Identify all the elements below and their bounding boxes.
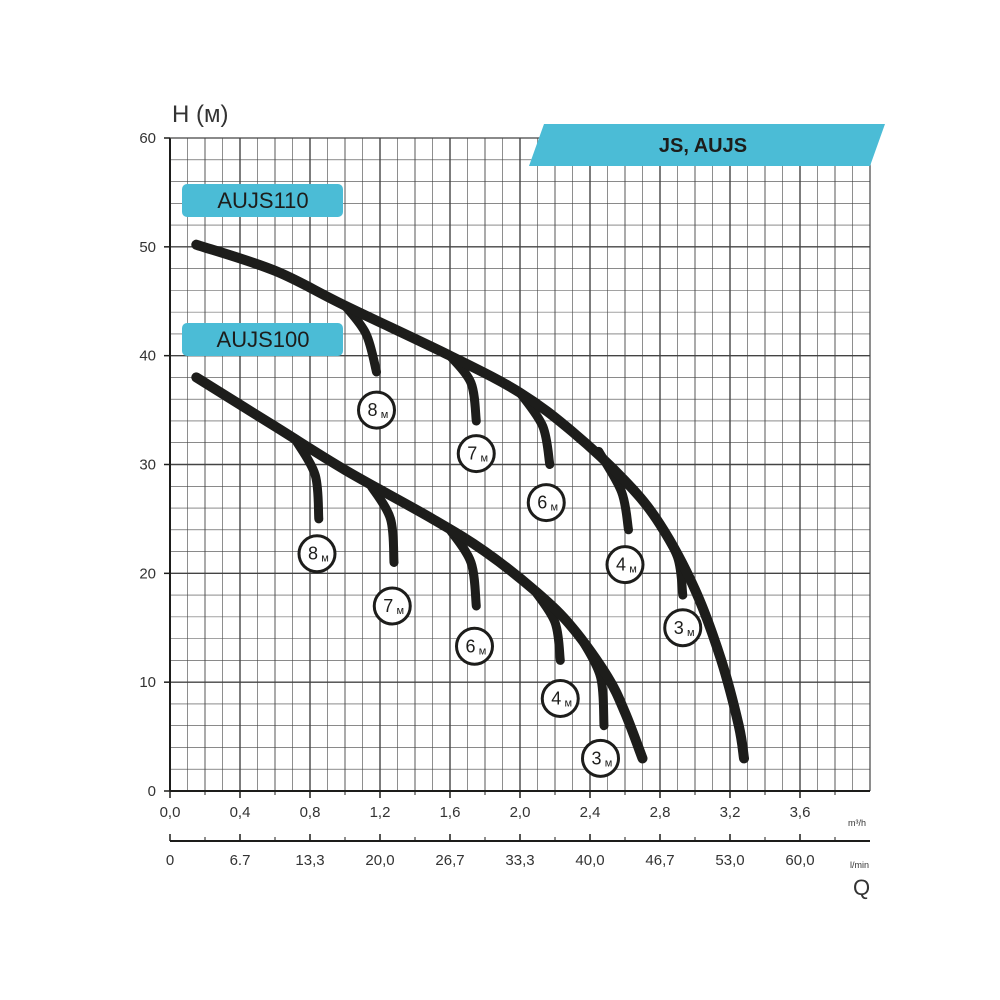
branch-marker-label: 4 — [616, 555, 626, 575]
x-tick-label-top: 1,6 — [440, 804, 461, 821]
branch-marker-circle — [372, 586, 412, 626]
x-tick-labels-top: 0,0 0,4 0,8 1,2 1,6 2,0 2,4 2,8 3,2 3,6 — [160, 791, 836, 821]
y-tick-label: 0 — [148, 783, 156, 800]
x-tick-label-bottom: 33,3 — [505, 852, 534, 869]
branch-marker-label: 3 — [591, 748, 601, 768]
branch-marker-unit: м — [687, 627, 695, 639]
x-tick-label-top: 0,4 — [230, 804, 251, 821]
x-unit-bottom: l/min — [850, 860, 869, 870]
x-tick-label-bottom: 26,7 — [435, 852, 464, 869]
branch-marker-label: 6 — [465, 636, 475, 656]
branch-marker-circle — [455, 626, 494, 666]
y-axis-title: H (м) — [172, 101, 228, 128]
x-tick-label-bottom: 46,7 — [645, 852, 674, 869]
x-tick-label-top: 3,6 — [790, 804, 811, 821]
branch-marker-unit: м — [480, 453, 488, 465]
branch-marker-circle — [581, 738, 620, 778]
banner-title: JS, AUJS — [659, 135, 747, 157]
branch-marker-unit: м — [550, 502, 558, 514]
x-tick-label-bottom: 40,0 — [575, 852, 604, 869]
branch-marker-unit: м — [381, 409, 389, 421]
y-tick-label: 60 — [139, 130, 156, 147]
branch-marker-circle — [357, 390, 396, 430]
series-tag-aujs110-bg — [182, 184, 343, 217]
branch-marker-label: 6 — [537, 493, 547, 513]
branch-marker-label: 8 — [308, 544, 318, 564]
y-tick-label: 30 — [139, 457, 156, 474]
x-tick-label-top: 2,4 — [580, 804, 601, 821]
x-unit-top: m³/h — [848, 818, 866, 828]
x-tick-labels-bottom: 0 6.7 13,3 20,0 26,7 33,3 40,0 46,7 53,0 60,0 — [166, 834, 836, 869]
branch-marker-circle — [456, 434, 496, 474]
branch-marker-label: 3 — [674, 618, 684, 638]
branch-marker-circle — [605, 545, 645, 585]
branch-marker-circle — [540, 678, 580, 718]
x-tick-label-top: 0,8 — [300, 804, 321, 821]
branch-marker-circle — [526, 483, 566, 523]
series-tag-aujs100: AUJS100 — [182, 323, 343, 356]
branch-marker-unit: м — [605, 757, 613, 769]
x-tick-label-bottom: 20,0 — [365, 852, 394, 869]
y-tick-label: 20 — [139, 565, 156, 582]
branch-marker-label: 8 — [367, 400, 377, 420]
branch-marker-label: 4 — [551, 688, 561, 708]
series-tag-aujs100-bg — [182, 323, 343, 356]
branch-marker-unit: м — [396, 605, 404, 617]
main-curve-aujs110 — [191, 239, 749, 764]
x-tick-label-bottom: 60,0 — [785, 852, 814, 869]
x-tick-label-bottom: 13,3 — [295, 852, 324, 869]
y-tick-label: 50 — [139, 239, 156, 256]
branch-marker-unit: м — [629, 564, 637, 576]
series-tag-aujs110-label: AUJS110 — [217, 188, 308, 213]
x-tick-label-bottom: 53,0 — [715, 852, 744, 869]
y-tick-label: 10 — [139, 674, 156, 691]
curves — [191, 239, 749, 764]
banner: JS, AUJS — [529, 124, 885, 166]
branch-marker-unit: м — [321, 553, 329, 565]
branch-marker-unit: м — [564, 697, 572, 709]
series-tag-aujs100-label: AUJS100 — [217, 327, 310, 352]
x-axis-title: Q — [853, 875, 870, 900]
x-tick-label-top: 0,0 — [160, 804, 181, 821]
grid-major — [170, 138, 870, 791]
y-tick-label: 40 — [139, 348, 156, 365]
x-tick-label-top: 2,0 — [510, 804, 531, 821]
banner-shape — [529, 124, 885, 166]
branch-marker-label: 7 — [383, 596, 393, 616]
x-tick-label-bottom: 6.7 — [230, 852, 251, 869]
branch-markers: 8 м7 м6 м4 м3 м8 м7 м6 м4 м3 м — [297, 390, 703, 778]
x-tick-label-top: 3,2 — [720, 804, 741, 821]
branch-marker-label: 7 — [467, 444, 477, 464]
y-tick-labels: 0 10 20 30 40 50 60 — [139, 130, 170, 800]
branch-marker-unit: м — [479, 645, 487, 657]
main-curve-aujs100 — [191, 372, 648, 764]
series-tag-aujs110: AUJS110 — [182, 184, 343, 217]
x-tick-label-top: 2,8 — [650, 804, 671, 821]
branch-marker-circle — [663, 608, 703, 648]
x-tick-label-bottom: 0 — [166, 852, 174, 869]
x-tick-label-top: 1,2 — [370, 804, 391, 821]
branch-marker-circle — [297, 534, 337, 574]
